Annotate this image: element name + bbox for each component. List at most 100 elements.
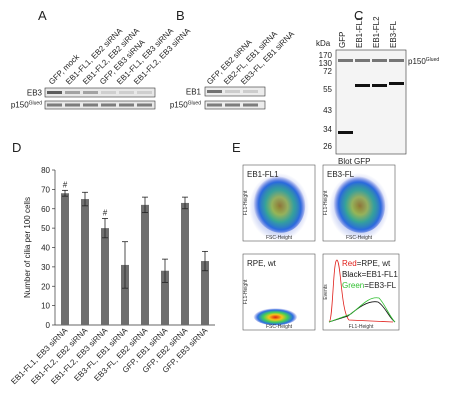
legend-text: =EB3-FL: [364, 281, 396, 290]
axis-label: FL1-Height: [243, 190, 249, 215]
blot: [44, 100, 156, 110]
error-bar: [82, 191, 88, 207]
band: [389, 82, 404, 85]
error-bar: [182, 196, 188, 210]
mw-marker: 170: [319, 51, 333, 60]
legend-entry: Red=RPE, wt: [342, 259, 391, 268]
lane-label: GFP: [338, 32, 347, 48]
lane-label: EB1-FL1: [355, 16, 364, 48]
error-bar: [102, 218, 108, 239]
band: [101, 103, 116, 107]
plot-label: EB3-FL: [327, 170, 355, 179]
row-label-sup: Glued: [29, 101, 43, 107]
y-tick-label: 70: [41, 185, 50, 194]
lane-label: EB3-FL: [389, 20, 398, 48]
error-bar: [202, 250, 208, 272]
significance-marker: #: [63, 180, 68, 189]
band-label-sup: Glued: [426, 57, 440, 63]
band: [225, 103, 240, 107]
row-label-base: p150: [170, 101, 188, 110]
bar: [121, 264, 129, 325]
band: [83, 103, 98, 107]
mw-marker: 55: [323, 85, 332, 94]
y-axis-label: Number of cilia per 100 cells: [23, 197, 32, 298]
bar: [161, 270, 169, 325]
y-tick-label: 80: [41, 166, 50, 175]
legend-key: Black: [342, 270, 363, 279]
blot: [44, 87, 156, 98]
row-label-base: p150: [11, 101, 29, 110]
plot-label: EB1-FL1: [247, 170, 279, 179]
band: [119, 91, 134, 94]
y-tick-label: 50: [41, 224, 50, 233]
band: [389, 59, 404, 62]
band-label: p150Glued: [408, 57, 439, 66]
band: [207, 103, 222, 107]
blot: [204, 86, 266, 97]
legend-key: Green: [342, 281, 364, 290]
bar: [201, 261, 209, 325]
y-tick-label: 30: [41, 263, 50, 272]
row-label: EB1: [186, 88, 202, 97]
caption: Blot GFP: [338, 157, 370, 166]
legend-entry: Black=EB1-FL1: [342, 270, 398, 279]
row-label-base: EB1: [186, 88, 202, 97]
band: [65, 103, 80, 107]
axis-label: FSC-Height: [346, 235, 373, 241]
error-bar: [142, 196, 148, 214]
y-tick-label: 40: [41, 244, 50, 253]
mw-marker: 72: [323, 67, 332, 76]
axis-label: FL1-Height: [349, 324, 374, 330]
band: [119, 103, 134, 107]
lane-label: EB1-FL2: [372, 16, 381, 48]
bar: [141, 204, 149, 325]
band-label-base: p150: [408, 57, 426, 66]
band: [372, 84, 387, 87]
mw-marker: 34: [323, 125, 332, 134]
bar: [181, 202, 189, 325]
plot-label: RPE, wt: [247, 259, 277, 268]
y-tick-label: 10: [41, 302, 50, 311]
density: [253, 307, 298, 326]
band: [243, 90, 258, 93]
mw-marker: 43: [323, 106, 332, 115]
plot-frame: [322, 253, 400, 331]
bar: [81, 199, 89, 325]
row-label: p150Glued: [11, 101, 42, 110]
y-tick-label: 20: [41, 282, 50, 291]
mw-marker: 26: [323, 142, 332, 151]
band: [207, 90, 222, 93]
histogram-green: [328, 297, 396, 323]
unit-label: kDa: [316, 39, 331, 48]
band: [137, 103, 152, 107]
band: [101, 91, 116, 94]
band: [65, 91, 80, 94]
legend-text: =EB1-FL1: [362, 270, 399, 279]
row-label: p150Glued: [170, 101, 201, 110]
axis-label: FSC-Height: [266, 235, 293, 241]
density-halo: [249, 173, 309, 241]
error-bar: [122, 241, 128, 289]
axis-label: FL1-Height: [323, 190, 329, 215]
band: [225, 90, 240, 93]
bar: [101, 228, 109, 325]
legend-text: =RPE, wt: [357, 259, 391, 268]
band: [243, 103, 258, 107]
panel-label: A: [38, 8, 47, 23]
band: [338, 131, 353, 134]
row-label-base: EB3: [27, 89, 43, 98]
histogram-red: [328, 259, 394, 323]
band: [47, 91, 62, 94]
axis-label: FSC-Height: [266, 324, 293, 330]
blot: [335, 49, 407, 155]
axis-label: FL1-Height: [243, 279, 249, 304]
band: [355, 84, 370, 87]
y-tick-label: 60: [41, 205, 50, 214]
legend-entry: Green=EB3-FL: [342, 281, 397, 290]
legend-key: Red: [342, 259, 357, 268]
panel-label: C: [354, 8, 363, 23]
bar: [61, 193, 69, 325]
axis-label: Events: [323, 284, 329, 300]
band: [47, 103, 62, 107]
